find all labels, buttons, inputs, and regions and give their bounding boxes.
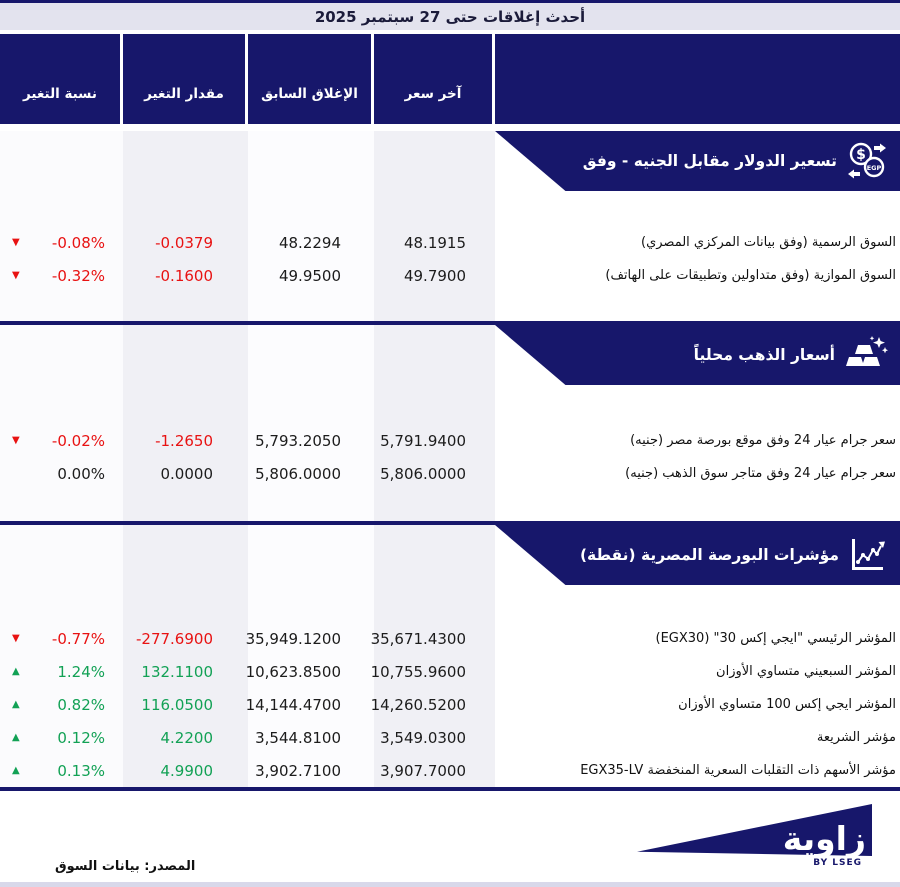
change-pct-cell: 0.00% (57, 464, 105, 483)
column-stripe (248, 131, 374, 791)
change-pct-cell: ▲ 0.12% (12, 728, 105, 747)
section-divider (0, 321, 900, 325)
table-row: ▼ -0.08% -0.0379 48.2294 48.1915 السوق ا… (0, 226, 900, 259)
direction-triangle-icon: ▼ (12, 434, 20, 446)
currency-exchange-icon: $ EGP (846, 140, 888, 182)
report-title-bar: أحدث إغلاقات حتى 27 سبتمبر 2025 (0, 0, 900, 30)
last-price-cell: 48.1915 (403, 233, 466, 252)
column-header-change-pct: نسبة التغير (0, 34, 123, 124)
last-price-cell: 10,755.9600 (370, 662, 466, 681)
report-title: أحدث إغلاقات حتى 27 سبتمبر 2025 (314, 7, 586, 26)
change-amount-cell: 0.0000 (160, 464, 214, 483)
row-label: السوق الرسمية (وفق بيانات المركزي المصري… (641, 235, 896, 250)
gold-bars-icon (844, 335, 888, 375)
row-label: سعر جرام عيار 24 وفق موقع بورصة مصر (جني… (630, 433, 896, 448)
table-row: 0.00% 0.0000 5,806.0000 5,806.0000 سعر ج… (0, 457, 900, 490)
section-title: أسعار الذهب محلياً (693, 346, 835, 364)
row-label: مؤشر الأسهم ذات التقلبات السعرية المنخفض… (580, 763, 896, 778)
column-stripe (374, 131, 495, 791)
section-banner-gold: أسعار الذهب محلياً (495, 325, 900, 385)
column-header-instrument (495, 34, 900, 124)
table-row: ▲ 0.12% 4.2200 3,544.8100 3,549.0300 مؤش… (0, 721, 900, 754)
direction-triangle-icon: ▼ (12, 236, 20, 248)
last-price-cell: 49.7900 (403, 266, 466, 285)
table-row: ▲ 1.24% 132.1100 10,623.8500 10,755.9600… (0, 655, 900, 688)
change-pct-cell: ▲ 0.13% (12, 761, 105, 780)
last-price-cell: 35,671.4300 (370, 629, 466, 648)
row-label: سعر جرام عيار 24 وفق متاجر سوق الذهب (جن… (625, 466, 896, 481)
table-row: ▲ 0.82% 116.0500 14,144.4700 14,260.5200… (0, 688, 900, 721)
change-pct-cell: ▲ 1.24% (12, 662, 105, 681)
logo-byline: BY LSEG (813, 858, 862, 868)
change-amount-cell: 132.1100 (141, 662, 213, 681)
change-amount-cell: -1.2650 (155, 431, 213, 450)
table-row: ▼ -0.02% -1.2650 5,793.2050 5,791.9400 س… (0, 424, 900, 457)
table-body: $ EGP تسعير الدولار مقابل الجنيه - وفق ▼… (0, 131, 900, 791)
prev-close-cell: 49.9500 (278, 266, 341, 285)
prev-close-cell: 35,949.1200 (245, 629, 341, 648)
logo-wordmark: زاوية (782, 819, 866, 858)
svg-text:EGP: EGP (867, 164, 882, 172)
change-amount-cell: -277.6900 (136, 629, 213, 648)
table-row: ▼ -0.77% -277.6900 35,949.1200 35,671.43… (0, 622, 900, 655)
change-pct-cell: ▼ -0.77% (12, 629, 105, 648)
direction-triangle-icon: ▼ (12, 269, 20, 281)
section-title: مؤشرات البورصة المصرية (نقطة) (579, 546, 839, 564)
column-stripe (0, 131, 123, 791)
direction-triangle-icon: ▲ (12, 698, 20, 710)
bottom-accent-bar (0, 882, 900, 887)
row-label: السوق الموازية (وفق متداولين وتطبيقات عل… (605, 268, 896, 283)
change-amount-cell: 116.0500 (141, 695, 213, 714)
table-header-row: نسبة التغير مقدار التغير الإغلاق السابق … (0, 34, 900, 124)
last-price-cell: 14,260.5200 (370, 695, 466, 714)
column-stripe (123, 131, 248, 791)
prev-close-cell: 3,902.7100 (255, 761, 341, 780)
section-title: تسعير الدولار مقابل الجنيه - وفق (582, 152, 837, 170)
table-bottom-border (0, 787, 900, 791)
direction-triangle-icon: ▲ (12, 665, 20, 677)
column-header-prev-close: الإغلاق السابق (248, 34, 374, 124)
column-header-last-price: آخر سعر (374, 34, 495, 124)
source-note: المصدر: بيانات السوق (55, 859, 196, 874)
prev-close-cell: 14,144.4700 (245, 695, 341, 714)
last-price-cell: 5,791.9400 (380, 431, 466, 450)
change-pct-cell: ▼ -0.32% (12, 266, 105, 285)
direction-triangle-icon: ▲ (12, 764, 20, 776)
prev-close-cell: 10,623.8500 (245, 662, 341, 681)
change-pct-cell: ▲ 0.82% (12, 695, 105, 714)
table-row: ▲ 0.13% 4.9900 3,902.7100 3,907.7000 مؤش… (0, 754, 900, 787)
direction-triangle-icon: ▲ (12, 731, 20, 743)
last-price-cell: 5,806.0000 (380, 464, 466, 483)
prev-close-cell: 48.2294 (278, 233, 341, 252)
change-pct-cell: ▼ -0.08% (12, 233, 105, 252)
prev-close-cell: 3,544.8100 (255, 728, 341, 747)
change-amount-cell: -0.0379 (155, 233, 213, 252)
row-label: المؤشر الرئيسي "ايجي إكس 30" (EGX30) (655, 631, 897, 646)
section-divider (0, 521, 900, 525)
change-amount-cell: 4.2200 (160, 728, 214, 747)
row-label: مؤشر الشريعة (816, 730, 896, 745)
last-price-cell: 3,549.0300 (380, 728, 466, 747)
change-amount-cell: -0.1600 (155, 266, 213, 285)
prev-close-cell: 5,806.0000 (255, 464, 341, 483)
footer: المصدر: بيانات السوق زاوية BY LSEG (0, 791, 900, 882)
column-header-change-amount: مقدار التغير (123, 34, 248, 124)
change-pct-cell: ▼ -0.02% (12, 431, 105, 450)
table-row: ▼ -0.32% -0.1600 49.9500 49.7900 السوق ا… (0, 259, 900, 292)
direction-triangle-icon: ▼ (12, 632, 20, 644)
change-amount-cell: 4.9900 (160, 761, 214, 780)
svg-text:$: $ (856, 147, 866, 163)
row-label: المؤشر السبعيني متساوي الأوزان (716, 664, 896, 679)
row-label: المؤشر ايجي إكس 100 متساوي الأوزان (678, 697, 896, 712)
prev-close-cell: 5,793.2050 (255, 431, 341, 450)
section-banner-usd: $ EGP تسعير الدولار مقابل الجنيه - وفق (495, 131, 900, 191)
stock-chart-icon (848, 535, 888, 575)
last-price-cell: 3,907.7000 (380, 761, 466, 780)
column-stripe (495, 131, 900, 791)
zawya-logo: زاوية (637, 803, 872, 856)
section-banner-egx: مؤشرات البورصة المصرية (نقطة) (495, 525, 900, 585)
